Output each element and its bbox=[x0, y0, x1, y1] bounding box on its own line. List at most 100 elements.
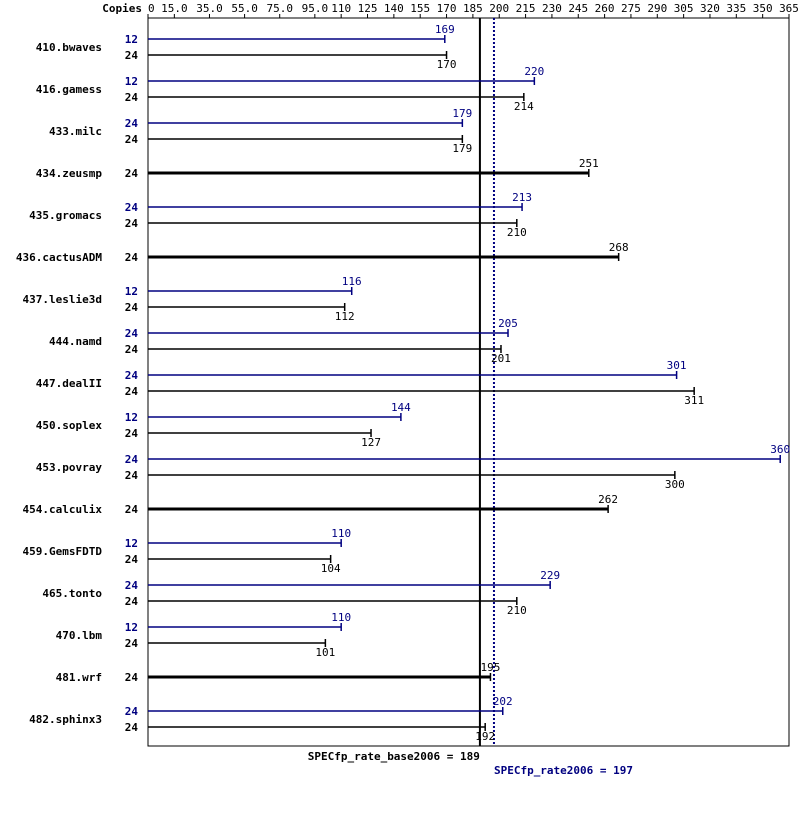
copies-label: 24 bbox=[125, 453, 139, 466]
copies-label: 24 bbox=[125, 385, 139, 398]
value-label: 127 bbox=[361, 436, 381, 449]
value-label: 116 bbox=[342, 275, 362, 288]
copies-label: 24 bbox=[125, 167, 139, 180]
spec-benchmark-chart: 015.035.055.075.095.01101251401551701852… bbox=[0, 0, 799, 831]
x-tick-label: 95.0 bbox=[302, 2, 329, 15]
value-label: 210 bbox=[507, 604, 527, 617]
value-label: 144 bbox=[391, 401, 411, 414]
value-label: 202 bbox=[493, 695, 513, 708]
footer-peak-label: SPECfp_rate2006 = 197 bbox=[494, 764, 633, 777]
footer-base-label: SPECfp_rate_base2006 = 189 bbox=[308, 750, 480, 763]
copies-label: 24 bbox=[125, 343, 139, 356]
benchmark-label: 416.gamess bbox=[36, 83, 102, 96]
copies-label: 24 bbox=[125, 369, 139, 382]
copies-label: 24 bbox=[125, 91, 139, 104]
x-tick-label: 245 bbox=[568, 2, 588, 15]
value-label: 268 bbox=[609, 241, 629, 254]
copies-label: 12 bbox=[125, 75, 138, 88]
copies-label: 24 bbox=[125, 251, 139, 264]
benchmark-label: 433.milc bbox=[49, 125, 102, 138]
benchmark-label: 444.namd bbox=[49, 335, 102, 348]
value-label: 214 bbox=[514, 100, 534, 113]
value-label: 229 bbox=[540, 569, 560, 582]
benchmark-label: 470.lbm bbox=[56, 629, 103, 642]
value-label: 101 bbox=[315, 646, 335, 659]
copies-label: 12 bbox=[125, 285, 138, 298]
x-tick-label: 230 bbox=[542, 2, 562, 15]
copies-header: Copies bbox=[102, 2, 142, 15]
copies-label: 24 bbox=[125, 49, 139, 62]
value-label: 112 bbox=[335, 310, 355, 323]
benchmark-label: 454.calculix bbox=[23, 503, 103, 516]
benchmark-label: 447.dealII bbox=[36, 377, 102, 390]
benchmark-label: 459.GemsFDTD bbox=[23, 545, 103, 558]
x-tick-label: 155 bbox=[410, 2, 430, 15]
x-tick-label: 275 bbox=[621, 2, 641, 15]
x-tick-label: 75.0 bbox=[266, 2, 293, 15]
copies-label: 24 bbox=[125, 671, 139, 684]
value-label: 201 bbox=[491, 352, 511, 365]
copies-label: 24 bbox=[125, 553, 139, 566]
x-tick-label: 335 bbox=[726, 2, 746, 15]
value-label: 179 bbox=[452, 107, 472, 120]
copies-label: 24 bbox=[125, 503, 139, 516]
value-label: 110 bbox=[331, 527, 351, 540]
benchmark-label: 453.povray bbox=[36, 461, 103, 474]
benchmark-label: 481.wrf bbox=[56, 671, 102, 684]
value-label: 170 bbox=[437, 58, 457, 71]
benchmark-label: 434.zeusmp bbox=[36, 167, 103, 180]
x-tick-label: 170 bbox=[437, 2, 457, 15]
value-label: 300 bbox=[665, 478, 685, 491]
x-tick-label: 350 bbox=[753, 2, 773, 15]
value-label: 210 bbox=[507, 226, 527, 239]
x-tick-label: 185 bbox=[463, 2, 483, 15]
copies-label: 24 bbox=[125, 637, 139, 650]
copies-label: 24 bbox=[125, 705, 139, 718]
x-tick-label: 215 bbox=[516, 2, 536, 15]
value-label: 192 bbox=[475, 730, 495, 743]
copies-label: 24 bbox=[125, 427, 139, 440]
copies-label: 24 bbox=[125, 133, 139, 146]
copies-label: 12 bbox=[125, 411, 138, 424]
benchmark-label: 482.sphinx3 bbox=[29, 713, 102, 726]
value-label: 301 bbox=[667, 359, 687, 372]
value-label: 311 bbox=[684, 394, 704, 407]
value-label: 205 bbox=[498, 317, 518, 330]
copies-label: 24 bbox=[125, 595, 139, 608]
value-label: 104 bbox=[321, 562, 341, 575]
copies-label: 24 bbox=[125, 469, 139, 482]
copies-label: 24 bbox=[125, 201, 139, 214]
benchmark-label: 410.bwaves bbox=[36, 41, 102, 54]
x-tick-label: 200 bbox=[489, 2, 509, 15]
x-tick-label: 320 bbox=[700, 2, 720, 15]
x-tick-label: 35.0 bbox=[196, 2, 223, 15]
copies-label: 12 bbox=[125, 621, 138, 634]
copies-label: 12 bbox=[125, 537, 138, 550]
copies-label: 12 bbox=[125, 33, 138, 46]
value-label: 110 bbox=[331, 611, 351, 624]
benchmark-label: 450.soplex bbox=[36, 419, 103, 432]
value-label: 195 bbox=[481, 661, 501, 674]
value-label: 213 bbox=[512, 191, 532, 204]
benchmark-label: 436.cactusADM bbox=[16, 251, 102, 264]
x-tick-label: 260 bbox=[595, 2, 615, 15]
value-label: 179 bbox=[452, 142, 472, 155]
x-tick-label: 290 bbox=[647, 2, 667, 15]
value-label: 262 bbox=[598, 493, 618, 506]
value-label: 220 bbox=[524, 65, 544, 78]
x-tick-label: 15.0 bbox=[161, 2, 188, 15]
copies-label: 24 bbox=[125, 327, 139, 340]
copies-label: 24 bbox=[125, 117, 139, 130]
copies-label: 24 bbox=[125, 579, 139, 592]
x-tick-label: 55.0 bbox=[231, 2, 258, 15]
copies-label: 24 bbox=[125, 217, 139, 230]
x-tick-label: 0 bbox=[148, 2, 155, 15]
benchmark-label: 437.leslie3d bbox=[23, 293, 102, 306]
copies-label: 24 bbox=[125, 721, 139, 734]
x-tick-label: 110 bbox=[331, 2, 351, 15]
x-tick-label: 140 bbox=[384, 2, 404, 15]
value-label: 360 bbox=[770, 443, 790, 456]
x-tick-label: 305 bbox=[674, 2, 694, 15]
x-tick-label: 365 bbox=[779, 2, 799, 15]
value-label: 251 bbox=[579, 157, 599, 170]
